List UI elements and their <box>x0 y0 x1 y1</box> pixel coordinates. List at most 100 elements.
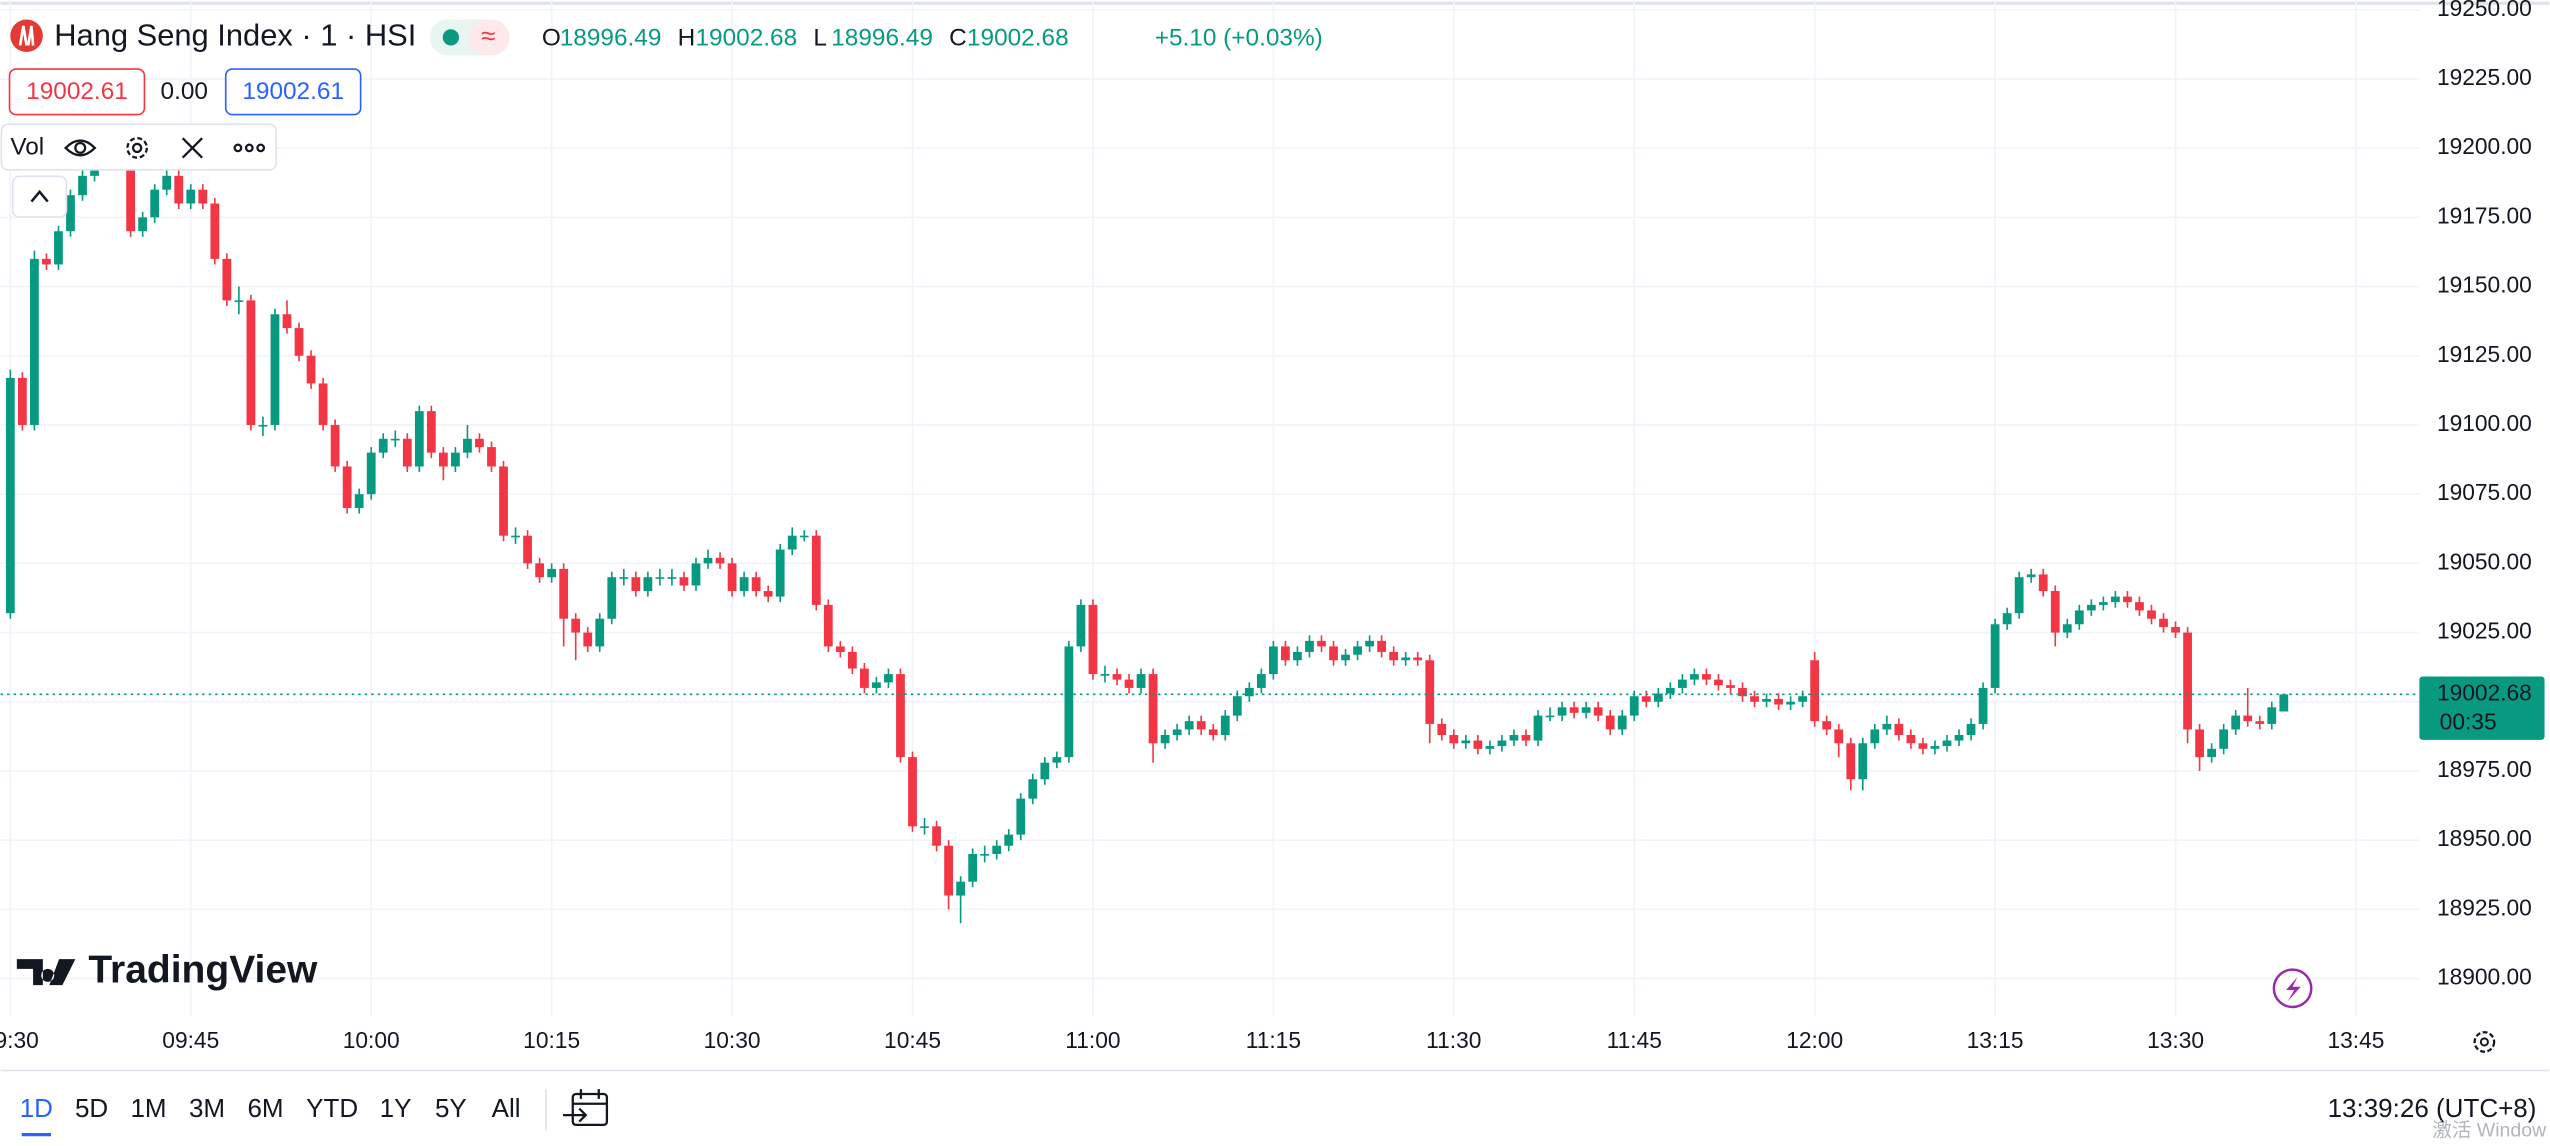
ohlc-value: 18996.49 <box>831 24 933 51</box>
candle-body <box>739 577 749 592</box>
remove-icon[interactable] <box>181 137 203 159</box>
candle-body <box>1930 746 1940 749</box>
y-tick-label: 18975.00 <box>2437 756 2532 782</box>
candle-body <box>559 568 569 619</box>
settings-icon[interactable] <box>126 137 149 159</box>
candle-body <box>463 438 472 453</box>
candle-body <box>66 195 75 232</box>
x-tick-label: 09:30 <box>0 1027 39 1053</box>
timeframe-button[interactable]: 1M <box>130 1093 166 1123</box>
x-tick-label: 13:45 <box>2328 1027 2385 1053</box>
candle-body <box>2086 604 2096 611</box>
more-dot <box>244 143 254 153</box>
candle-body <box>2207 748 2217 758</box>
candle-body <box>751 577 761 592</box>
candle-body <box>1653 693 1663 702</box>
candle-body <box>1786 701 1796 705</box>
flash-icon <box>2286 976 2301 1002</box>
candle-body <box>1124 679 1134 688</box>
axis-settings[interactable] <box>2473 1031 2496 1053</box>
sell-price: 19002.61 <box>26 78 128 105</box>
candle-body <box>2135 602 2144 611</box>
y-tick-label: 18950.00 <box>2437 825 2532 851</box>
x-tick-label: 12:00 <box>1786 1027 1843 1053</box>
candle-body <box>1617 715 1627 730</box>
candle-body <box>1329 646 1338 661</box>
candle-body <box>835 646 845 652</box>
timeframe-button[interactable]: YTD <box>306 1093 358 1123</box>
y-tick-label: 18925.00 <box>2437 894 2532 920</box>
collapse-button[interactable] <box>11 175 68 218</box>
date-range-icon[interactable] <box>563 1089 609 1127</box>
candle-body <box>2159 618 2168 628</box>
last-price-label: 19002.68 <box>2437 679 2532 705</box>
candle-body <box>523 535 532 564</box>
ohlc-label: L <box>813 24 827 51</box>
candle-body <box>1665 687 1675 694</box>
candle-body <box>1449 734 1459 744</box>
settings-center <box>131 142 143 154</box>
candle-body <box>643 577 653 592</box>
candle-body <box>2098 602 2108 605</box>
timeframe-button[interactable]: 6M <box>247 1093 283 1123</box>
candle-body <box>511 535 520 538</box>
timeframe-button[interactable]: 5Y <box>435 1093 467 1123</box>
candle-body <box>475 438 484 448</box>
market-open-dot <box>442 29 459 46</box>
timeframe-button[interactable]: All <box>492 1093 521 1123</box>
candle-body <box>872 682 881 688</box>
candle-body <box>318 383 328 425</box>
ohlc-label: C <box>949 24 967 51</box>
y-tick-label: 19075.00 <box>2437 479 2532 505</box>
candle-body <box>414 411 424 467</box>
symbol-title: Hang Seng Index · 1 · HSI <box>54 18 416 53</box>
candle-body <box>282 314 292 329</box>
candle-body <box>1894 723 1904 735</box>
candle-body <box>294 328 304 356</box>
y-tick-label: 19200.00 <box>2437 133 2532 159</box>
candle-body <box>1557 707 1567 716</box>
eye-icon[interactable] <box>63 139 97 157</box>
buy-button[interactable] <box>224 68 362 116</box>
candle-body <box>210 203 220 259</box>
candle-body <box>1365 640 1374 647</box>
timeframe-button[interactable]: 5D <box>75 1093 108 1123</box>
candle-body <box>1497 740 1507 747</box>
candle-body <box>306 355 316 384</box>
more-dot[interactable] <box>233 143 243 153</box>
y-tick-label: 19100.00 <box>2437 410 2532 436</box>
candle-body <box>1762 698 1771 702</box>
candle-body <box>1196 721 1206 730</box>
candle-body <box>1305 640 1314 652</box>
timeframe-button[interactable]: 1D <box>20 1093 53 1123</box>
spread: 0.00 <box>161 78 208 105</box>
sell-button[interactable] <box>8 68 146 116</box>
candle-body <box>1461 740 1471 744</box>
candle-body <box>438 452 448 467</box>
candle-body <box>547 568 557 578</box>
candle-body <box>896 674 905 758</box>
candle-body <box>2147 610 2156 619</box>
candle-body <box>1918 743 1928 749</box>
change: +5.10 (+0.03%) <box>1155 24 1323 51</box>
candle-body <box>1377 640 1387 652</box>
axis-settings-center <box>2479 1037 2489 1047</box>
x-tick-label: 10:45 <box>884 1027 941 1053</box>
candle-body <box>5 377 15 614</box>
more-dot <box>256 143 266 153</box>
timeframe-button[interactable]: 3M <box>189 1093 225 1123</box>
candle-body <box>2195 729 2204 758</box>
candle-body <box>378 438 388 453</box>
candle-body <box>1990 624 2000 688</box>
candle-body <box>763 591 773 597</box>
candle-body <box>607 577 617 619</box>
candle-body <box>811 535 821 605</box>
candle-body <box>583 632 593 647</box>
timeframe-button[interactable]: 1Y <box>380 1093 412 1123</box>
buy-price: 19002.61 <box>242 78 344 105</box>
candle-body <box>823 604 833 647</box>
candle-body <box>54 231 63 265</box>
candle-body <box>2279 694 2289 712</box>
